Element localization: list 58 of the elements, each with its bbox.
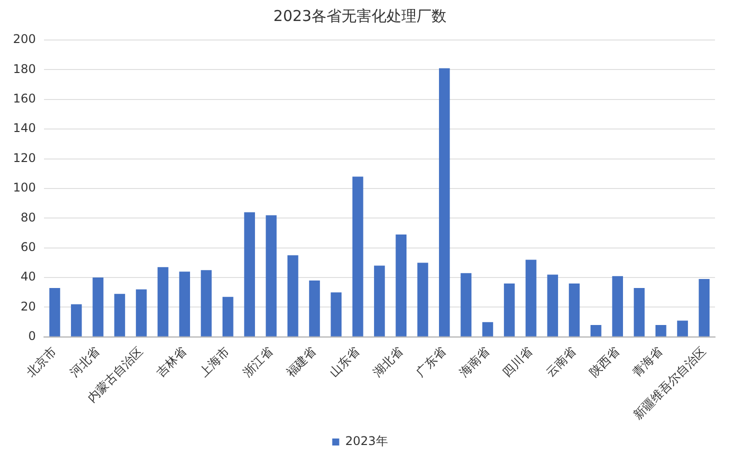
bar: [438, 68, 450, 336]
chart-title: 2023各省无害化处理厂数: [273, 6, 447, 25]
bar: [352, 176, 364, 336]
bar: [526, 260, 536, 336]
bar: [460, 273, 472, 336]
bar: [655, 325, 666, 336]
bar: [374, 266, 385, 336]
bar: [158, 267, 168, 336]
bar: [677, 320, 688, 336]
x-tick-label: 云南省: [543, 344, 579, 380]
x-tick-label: 陕西省: [586, 344, 622, 380]
x-tick-label: 广东省: [413, 344, 449, 380]
y-tick-label: 140: [13, 121, 36, 136]
bar: [49, 288, 60, 336]
x-tick-label: 吉林省: [154, 344, 189, 380]
legend-label: 2023年: [345, 434, 388, 448]
x-tick-label: 浙江省: [240, 344, 276, 380]
y-tick-label: 0: [28, 329, 36, 344]
bar: [200, 270, 212, 336]
bar: [287, 255, 298, 336]
bar: [136, 289, 147, 336]
x-tick-label: 湖北省: [370, 344, 406, 380]
bar: [504, 283, 515, 336]
bar: [266, 215, 277, 336]
y-tick-label: 100: [13, 180, 36, 195]
bar: [417, 262, 428, 336]
x-tick-label: 北京市: [24, 344, 60, 380]
bar: [396, 234, 407, 336]
y-tick-label: 160: [13, 92, 36, 106]
x-tick-label: 河北省: [67, 344, 102, 380]
bar: [222, 296, 234, 336]
x-tick-label: 山东省: [326, 344, 362, 380]
x-tick-label: 海南省: [456, 344, 492, 380]
y-tick-label: 60: [20, 240, 36, 254]
bar: [568, 283, 580, 336]
bar: [92, 278, 104, 336]
bar: [698, 279, 710, 336]
y-tick-label: 80: [20, 210, 36, 224]
bar: [612, 276, 623, 336]
bar: [114, 294, 126, 336]
y-tick-label: 20: [20, 299, 36, 314]
bar: [634, 288, 645, 336]
bar: [179, 272, 190, 336]
y-tick-label: 200: [13, 32, 36, 46]
y-tick-label: 40: [20, 270, 36, 284]
bar: [482, 322, 494, 336]
bar: [547, 274, 558, 336]
x-tick-label: 上海市: [196, 344, 232, 380]
bar: [330, 292, 342, 336]
x-tick-label: 四川省: [500, 344, 536, 380]
x-tick-label: 青海省: [630, 344, 666, 380]
y-tick-label: 120: [13, 150, 36, 165]
bar: [590, 325, 602, 336]
x-tick-label: 福建省: [283, 344, 319, 380]
bar: [309, 280, 320, 336]
bar: [70, 304, 82, 336]
y-tick-label: 180: [13, 62, 36, 76]
bar: [244, 212, 255, 336]
